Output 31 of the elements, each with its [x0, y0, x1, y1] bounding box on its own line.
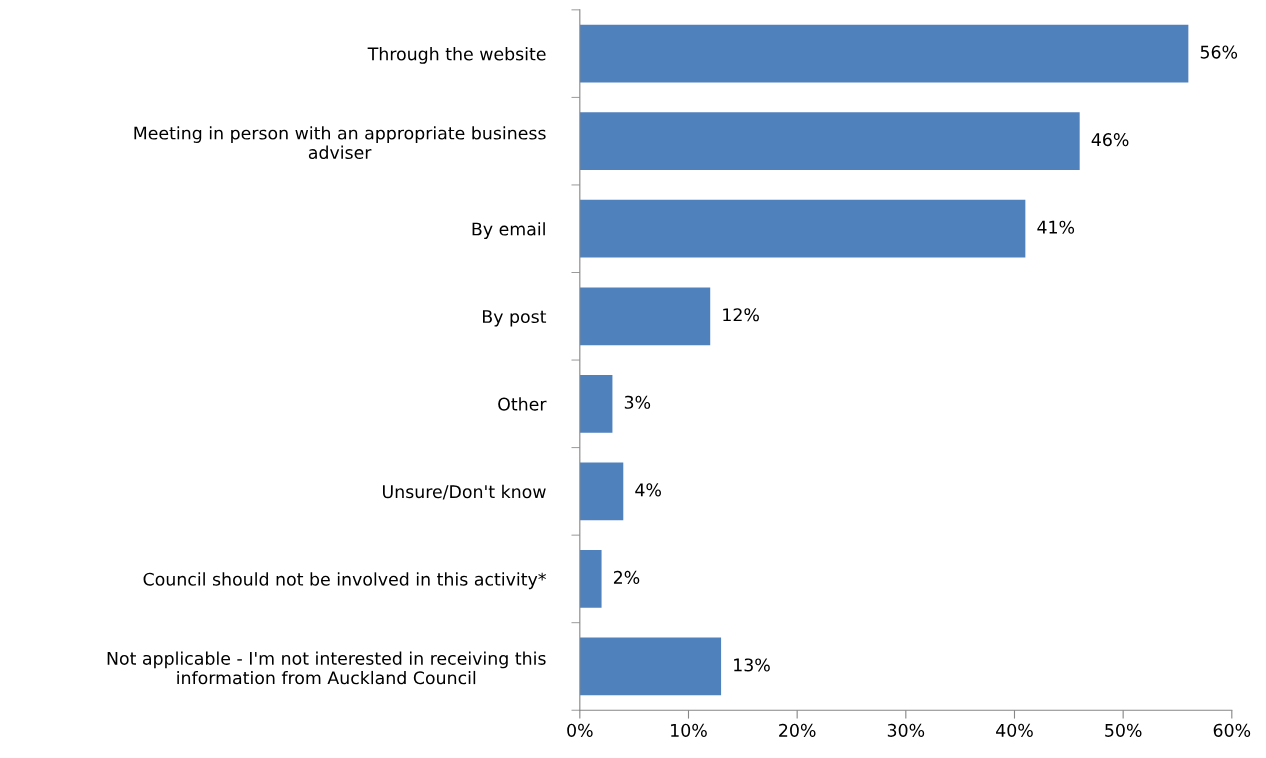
x-tick-label: 60%: [1213, 723, 1251, 737]
y-tick-label: Not applicable - I'm not interested in receiving this information from Auckland Council: [107, 651, 546, 685]
y-tick-label: Meeting in person with an appropriate business adviser: [134, 126, 546, 160]
y-tick-label: Unsure/Don't know: [383, 484, 546, 500]
y-tick-label: Through the website: [367, 47, 546, 64]
bar: [579, 462, 624, 521]
bar: [579, 637, 722, 696]
bar: [579, 199, 1026, 258]
y-tick-label: By email: [472, 222, 545, 239]
y-tick-label: By post: [483, 310, 547, 327]
bar: [579, 374, 613, 433]
data-label: 46%: [1091, 133, 1129, 147]
y-tick-label: Other: [498, 397, 547, 411]
bar: [579, 112, 1080, 171]
x-tick-label: 0%: [567, 723, 593, 737]
y-tick-label: Council should not be involved in this activity*: [143, 572, 546, 590]
x-tick-label: 20%: [779, 723, 816, 737]
data-label: 41%: [1037, 220, 1075, 234]
data-label: 12%: [723, 308, 759, 322]
x-tick-label: 10%: [671, 723, 707, 737]
data-label: 4%: [635, 483, 661, 497]
bar: [579, 287, 711, 346]
bar: [579, 24, 1189, 83]
data-label: 56%: [1200, 45, 1238, 59]
x-tick-label: 40%: [996, 723, 1033, 737]
data-label: 13%: [734, 658, 770, 672]
data-label: 2%: [613, 570, 640, 584]
x-tick-label: 30%: [887, 723, 925, 737]
data-label: 3%: [624, 395, 651, 409]
x-tick-label: 50%: [1105, 723, 1142, 737]
bar: [579, 550, 602, 608]
